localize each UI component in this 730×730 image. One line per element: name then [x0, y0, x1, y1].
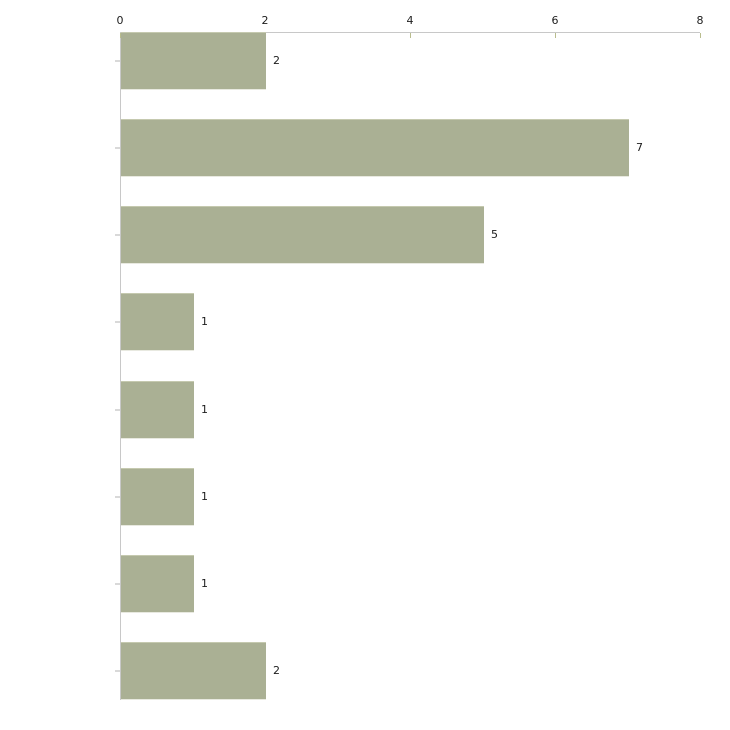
- value-label: 2: [273, 663, 280, 677]
- value-label: 1: [201, 576, 208, 590]
- x-axis-line: [120, 32, 700, 33]
- bar: [121, 467, 194, 526]
- x-tick-label: 0: [116, 14, 124, 27]
- bar: [121, 641, 266, 700]
- y-tick-mark: [115, 409, 120, 411]
- x-tick-label: 2: [261, 14, 269, 27]
- y-axis-line: [120, 32, 121, 700]
- value-label: 7: [636, 141, 643, 155]
- value-label: 1: [201, 315, 208, 329]
- y-tick-mark: [115, 60, 120, 62]
- bar: [121, 293, 194, 352]
- y-tick-mark: [115, 496, 120, 498]
- y-tick-mark: [115, 234, 120, 236]
- value-label: 1: [201, 489, 208, 503]
- x-tick-mark: [555, 33, 556, 38]
- value-label: 2: [273, 54, 280, 67]
- bar: [121, 554, 194, 613]
- bar: [121, 206, 484, 265]
- x-tick-mark: [410, 33, 411, 38]
- bar: [121, 119, 629, 178]
- y-tick-mark: [115, 147, 120, 149]
- y-tick-mark: [115, 670, 120, 672]
- y-tick-mark: [115, 583, 120, 585]
- x-tick-mark: [700, 33, 701, 38]
- y-tick-mark: [115, 321, 120, 323]
- bar: [121, 32, 266, 90]
- x-tick-mark: [120, 33, 121, 38]
- x-tick-label: 6: [551, 14, 559, 27]
- bar: [121, 380, 194, 439]
- x-tick-label: 8: [696, 14, 704, 27]
- value-label: 1: [201, 402, 208, 416]
- x-tick-label: 4: [406, 14, 414, 27]
- value-label: 5: [491, 228, 498, 242]
